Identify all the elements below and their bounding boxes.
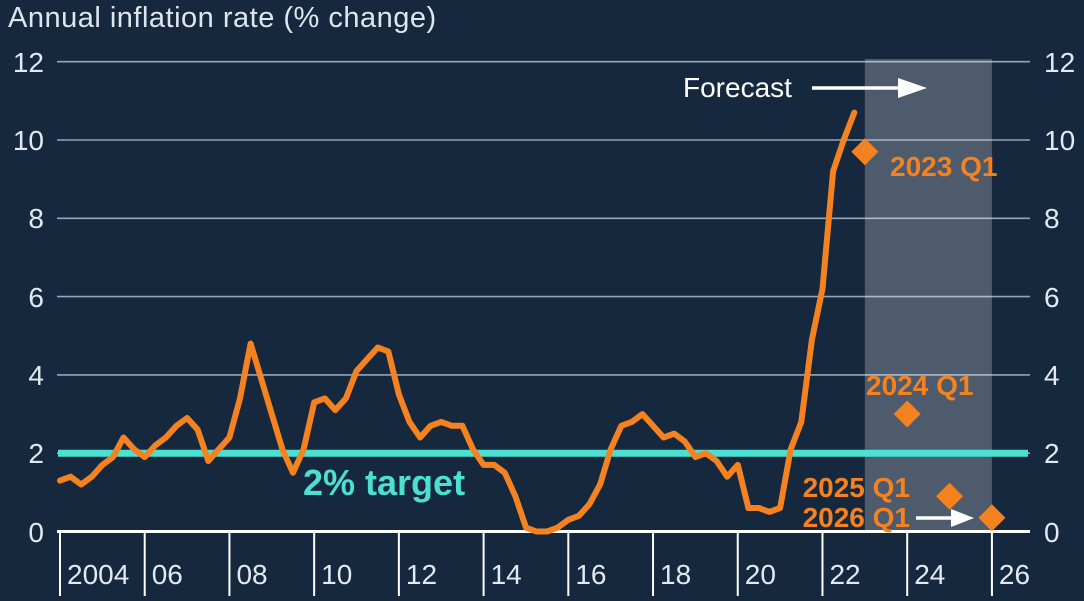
forecast-point-label-2026-q1: 2026 Q1: [802, 502, 910, 533]
x-tick-label-2022: 22: [829, 559, 861, 590]
forecast-arrow-head: [898, 78, 927, 98]
x-tick-label-2026: 26: [998, 559, 1031, 590]
forecast-annotation: Forecast: [683, 72, 792, 103]
label-2026-arrow-head: [951, 509, 974, 527]
x-tick-label-2016: 16: [575, 559, 607, 590]
forecast-band: [864, 59, 992, 532]
forecast-diamond-2024-q1: [893, 400, 921, 428]
forecast-diamond-2026-q1: [978, 504, 1006, 532]
y-tick-label-right-6: 6: [1044, 281, 1060, 313]
y-tick-label-right-2: 2: [1044, 438, 1060, 470]
chart-title: Annual inflation rate (% change): [8, 2, 437, 34]
y-tick-label-left-10: 10: [12, 125, 44, 156]
forecast-point-label-2023-q1: 2023 Q1: [890, 151, 998, 182]
forecast-diamond-2023-q1: [851, 138, 879, 166]
y-tick-label-right-10: 10: [1044, 125, 1076, 156]
target-annotation: 2% target: [303, 462, 466, 503]
y-tick-label-right-12: 12: [1044, 46, 1076, 78]
y-tick-label-right-4: 4: [1044, 359, 1060, 391]
y-tick-label-left-0: 0: [28, 516, 44, 548]
x-tick-label-2006: 06: [151, 559, 183, 590]
y-tick-label-right-0: 0: [1044, 516, 1060, 548]
y-tick-label-left-2: 2: [28, 438, 44, 470]
y-tick-label-left-12: 12: [12, 46, 44, 78]
forecast-point-label-2024-q1: 2024 Q1: [866, 370, 974, 401]
y-tick-label-left-8: 8: [28, 203, 44, 235]
x-tick-label-2014: 14: [490, 559, 522, 590]
x-tick-label-2018: 18: [660, 559, 692, 590]
x-tick-label-2010: 10: [321, 559, 353, 590]
forecast-diamond-2025-q1: [936, 482, 964, 510]
x-tick-label-2020: 20: [744, 559, 776, 590]
x-tick-label-2012: 12: [405, 559, 438, 590]
x-tick-label-2008: 08: [236, 559, 268, 590]
y-tick-label-right-8: 8: [1044, 203, 1060, 235]
inflation-line: [57, 109, 858, 535]
y-tick-label-left-4: 4: [28, 359, 44, 391]
x-tick-label-2024: 24: [914, 559, 946, 590]
x-tick-label-2004: 2004: [67, 559, 130, 590]
y-tick-label-left-6: 6: [28, 281, 44, 313]
forecast-point-label-2025-q1: 2025 Q1: [802, 472, 910, 503]
